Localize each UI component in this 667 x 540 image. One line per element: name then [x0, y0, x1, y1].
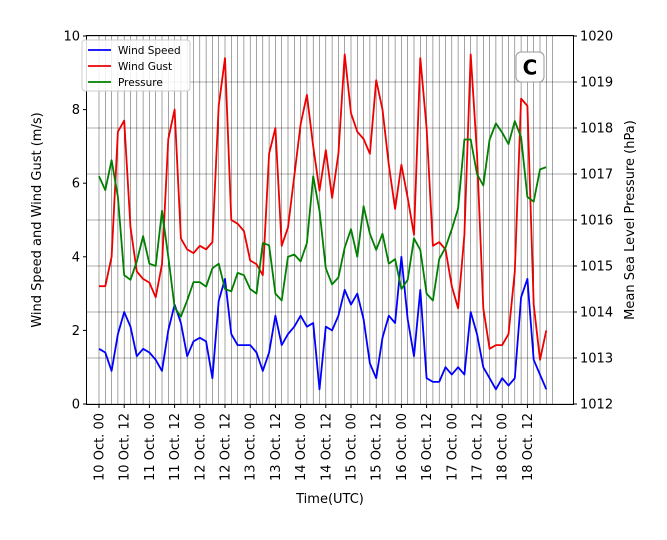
- y-left-tick-label: 0: [72, 398, 80, 413]
- series-line-wind-gust: [99, 53, 548, 361]
- legend: Wind Speed Wind Gust Pressure: [81, 39, 191, 92]
- y-left-tick-label: 2: [72, 324, 80, 339]
- y-right-tick-label: 1015: [580, 260, 613, 275]
- x-tick-label: 12 Oct. 00: [193, 413, 208, 481]
- grid-layer: [87, 35, 573, 405]
- series-line-wind-speed: [98, 255, 548, 391]
- x-tick-label: 15 Oct. 00: [345, 413, 360, 481]
- y-right-tick-label: 1013: [580, 352, 613, 367]
- x-tick-label: 13 Oct. 12: [269, 413, 284, 481]
- x-tick-label: 11 Oct. 00: [143, 413, 158, 481]
- y-axis-left-title: Wind Speed and Wind Gust (m/s): [30, 112, 45, 327]
- legend-label-wind-gust: Wind Gust: [118, 61, 172, 73]
- y-right-tick-label: 1014: [580, 306, 613, 321]
- x-tick-label: 14 Oct. 12: [319, 413, 334, 481]
- y-right-tick-label: 1019: [580, 76, 613, 91]
- y-right-tick-label: 1017: [580, 168, 613, 183]
- y-axis-right-title: Mean Sea Level Pressure (hPa): [623, 120, 638, 320]
- panel-label-frame: [515, 51, 545, 83]
- x-tick-label: 17 Oct. 00: [445, 413, 460, 481]
- x-tick-label: 18 Oct. 00: [496, 413, 511, 481]
- series-line-pressure: [98, 120, 547, 318]
- legend-label-wind-speed: Wind Speed: [118, 45, 181, 57]
- x-tick-label: 13 Oct. 00: [244, 413, 259, 481]
- legend-label-pressure: Pressure: [118, 77, 163, 89]
- panel-label: C: [523, 56, 538, 80]
- x-tick-label: 15 Oct. 12: [370, 413, 385, 481]
- x-tick-label: 11 Oct. 12: [168, 413, 183, 481]
- y-left-tick-label: 8: [72, 103, 80, 118]
- x-tick-label: 10 Oct. 12: [118, 413, 133, 481]
- x-tick-label: 16 Oct. 12: [420, 413, 435, 481]
- axis-layer: 0 2 4 6 8 10 1012 1013 1014 1015 1016 1017 1018 1019 1…: [63, 30, 613, 481]
- y-left-tick-label: 10: [63, 30, 80, 45]
- x-tick-label: 18 Oct. 12: [521, 413, 536, 481]
- x-tick-label: 14 Oct. 00: [294, 413, 309, 481]
- y-left-tick-label: 6: [72, 177, 80, 192]
- x-tick-label: 12 Oct. 12: [219, 413, 234, 481]
- y-right-tick-label: 1012: [580, 398, 613, 413]
- legend-frame: [81, 39, 191, 92]
- x-tick-label: 17 Oct. 12: [471, 413, 486, 481]
- x-tick-label: 10 Oct. 00: [93, 413, 108, 481]
- panel-label-box: C: [515, 51, 545, 83]
- y-right-tick-label: 1018: [580, 122, 613, 137]
- series-layer: [98, 53, 548, 391]
- y-left-tick-label: 4: [72, 250, 80, 265]
- y-right-tick-label: 1016: [580, 214, 613, 229]
- x-axis-title: Time(UTC): [295, 492, 364, 507]
- y-right-tick-label: 1020: [580, 30, 613, 45]
- x-tick-label: 16 Oct. 00: [395, 413, 410, 481]
